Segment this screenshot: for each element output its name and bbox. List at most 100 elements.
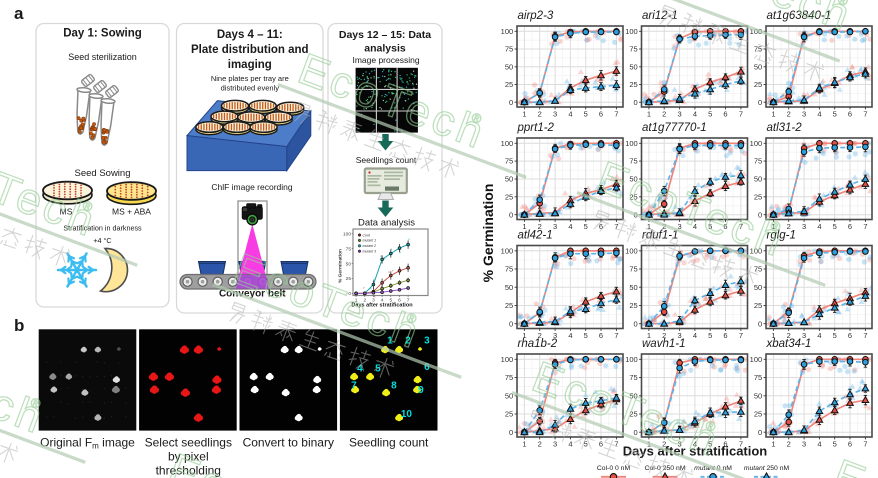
svg-text:Original Fm image: Original Fm image: [40, 436, 135, 451]
svg-text:7: 7: [863, 222, 867, 231]
svg-text:MS + ABA: MS + ABA: [112, 207, 151, 217]
svg-text:75: 75: [505, 265, 513, 274]
svg-text:3: 3: [553, 110, 557, 119]
svg-text:1: 1: [771, 110, 775, 119]
svg-text:6: 6: [599, 110, 603, 119]
svg-text:50: 50: [754, 283, 762, 292]
svg-text:Col-0 0 nM: Col-0 0 nM: [597, 465, 631, 472]
svg-text:50: 50: [505, 175, 513, 184]
svg-text:Data analysis: Data analysis: [358, 218, 415, 229]
svg-text:3: 3: [553, 440, 557, 449]
svg-text:4: 4: [693, 110, 697, 119]
svg-text:1: 1: [522, 222, 526, 231]
svg-text:100: 100: [750, 246, 763, 255]
svg-text:mutant 3: mutant 3: [363, 250, 377, 254]
svg-text:25: 25: [629, 80, 637, 89]
svg-text:7: 7: [739, 331, 743, 340]
svg-text:50: 50: [754, 62, 762, 71]
svg-text:pprt1-2: pprt1-2: [517, 122, 555, 134]
svg-text:0: 0: [509, 319, 513, 328]
svg-text:5: 5: [833, 440, 837, 449]
svg-text:ari12-1: ari12-1: [642, 10, 678, 22]
svg-text:3: 3: [424, 335, 430, 346]
svg-text:100: 100: [501, 246, 514, 255]
svg-text:2: 2: [787, 222, 791, 231]
svg-text:4: 4: [381, 298, 384, 304]
svg-text:Cont: Cont: [363, 233, 371, 237]
svg-text:6: 6: [398, 298, 401, 304]
svg-text:2: 2: [662, 331, 666, 340]
svg-text:75: 75: [629, 157, 637, 166]
svg-text:6: 6: [848, 331, 852, 340]
svg-text:xbat34-1: xbat34-1: [766, 338, 812, 350]
svg-text:+4 °C: +4 °C: [93, 236, 111, 245]
svg-text:9: 9: [418, 385, 424, 396]
svg-text:25: 25: [629, 410, 637, 419]
svg-text:Seedlings count: Seedlings count: [356, 155, 417, 165]
svg-text:imaging: imaging: [228, 59, 272, 71]
svg-text:75: 75: [754, 45, 762, 54]
svg-text:rduf1-1: rduf1-1: [642, 230, 678, 242]
svg-text:mutant 1: mutant 1: [363, 239, 377, 243]
svg-text:6: 6: [723, 222, 727, 231]
svg-text:0: 0: [758, 319, 762, 328]
svg-text:6: 6: [599, 440, 603, 449]
svg-text:75: 75: [629, 265, 637, 274]
svg-text:0: 0: [634, 428, 638, 437]
svg-text:Seed sterilization: Seed sterilization: [68, 52, 137, 62]
svg-text:7: 7: [863, 440, 867, 449]
svg-text:at1g77770-1: at1g77770-1: [642, 122, 707, 134]
svg-text:1: 1: [771, 440, 775, 449]
svg-text:100: 100: [501, 27, 514, 36]
svg-text:50: 50: [754, 175, 762, 184]
svg-text:3: 3: [802, 331, 806, 340]
svg-text:% Germination: % Germination: [338, 249, 344, 283]
svg-text:6: 6: [599, 331, 603, 340]
svg-text:0: 0: [509, 428, 513, 437]
svg-text:0: 0: [509, 98, 513, 107]
svg-text:4: 4: [693, 222, 697, 231]
svg-text:b: b: [14, 316, 24, 335]
svg-text:50: 50: [629, 283, 637, 292]
svg-text:4: 4: [693, 331, 697, 340]
svg-text:75: 75: [754, 265, 762, 274]
svg-text:6: 6: [424, 362, 430, 373]
svg-text:Seedling count: Seedling count: [349, 436, 429, 450]
svg-text:0: 0: [634, 98, 638, 107]
svg-text:Days 4 – 11:: Days 4 – 11:: [217, 29, 283, 41]
svg-text:3: 3: [802, 440, 806, 449]
svg-text:1: 1: [522, 331, 526, 340]
svg-text:1: 1: [647, 222, 651, 231]
svg-text:Day 1: Sowing: Day 1: Sowing: [63, 28, 142, 40]
svg-text:0: 0: [348, 291, 351, 297]
svg-text:5: 5: [375, 363, 381, 374]
svg-text:3: 3: [802, 222, 806, 231]
svg-text:1: 1: [522, 110, 526, 119]
svg-text:5: 5: [833, 222, 837, 231]
svg-text:25: 25: [505, 192, 513, 201]
svg-text:1: 1: [387, 335, 393, 346]
svg-text:6: 6: [723, 331, 727, 340]
svg-text:MS: MS: [60, 207, 73, 217]
svg-text:Conveyor belt: Conveyor belt: [219, 289, 286, 300]
svg-text:4: 4: [357, 363, 363, 374]
svg-text:analysis: analysis: [364, 43, 406, 55]
svg-text:2: 2: [787, 110, 791, 119]
svg-text:5: 5: [584, 222, 588, 231]
svg-text:75: 75: [505, 45, 513, 54]
svg-text:thresholding: thresholding: [156, 464, 221, 478]
svg-text:2: 2: [405, 335, 411, 346]
svg-text:6: 6: [723, 110, 727, 119]
svg-text:5: 5: [708, 440, 712, 449]
svg-text:75: 75: [629, 45, 637, 54]
svg-text:25: 25: [754, 80, 762, 89]
svg-text:at1g63840-1: at1g63840-1: [767, 10, 832, 22]
svg-text:5: 5: [833, 331, 837, 340]
svg-text:7: 7: [351, 380, 357, 391]
svg-text:25: 25: [629, 192, 637, 201]
svg-text:7: 7: [863, 331, 867, 340]
svg-text:2: 2: [538, 440, 542, 449]
svg-text:by pixel: by pixel: [168, 450, 209, 464]
svg-text:3: 3: [372, 298, 375, 304]
svg-text:50: 50: [629, 391, 637, 400]
